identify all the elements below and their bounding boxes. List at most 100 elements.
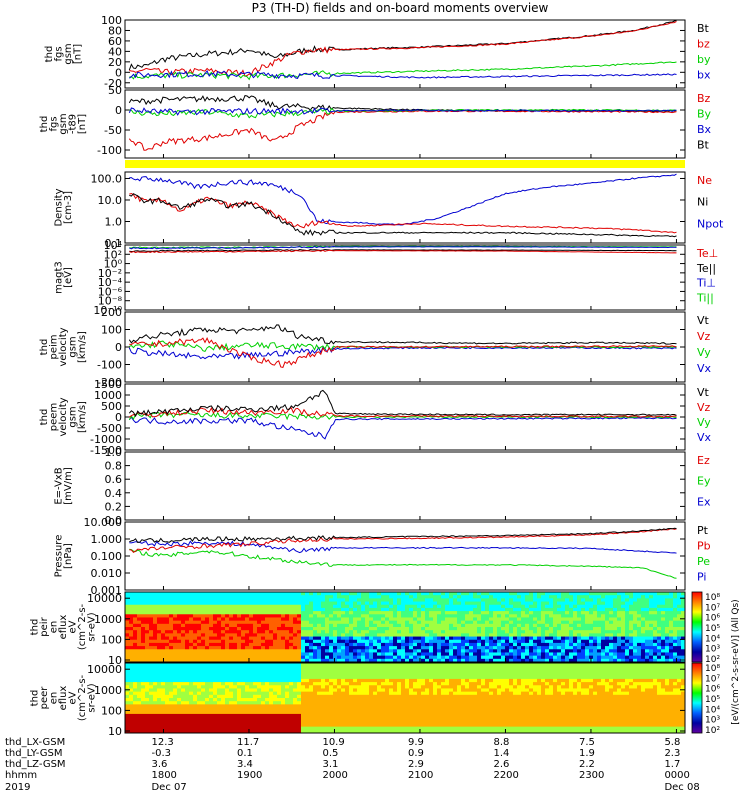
spectrogram-cell: [621, 642, 626, 647]
spectrogram-cell: [249, 601, 254, 606]
spectrogram-cell: [369, 601, 374, 606]
spectrogram-cell: [129, 627, 134, 631]
spectrogram-cell: [417, 649, 422, 653]
spectrogram-cell: [261, 598, 266, 603]
spectrogram-cell: [321, 691, 326, 696]
spectrogram-cell: [285, 663, 290, 667]
spectrogram-cell: [225, 630, 230, 634]
spectrogram-cell: [357, 729, 362, 733]
spectrogram-cell: [633, 652, 638, 657]
spectrogram-cell: [249, 655, 254, 660]
spectrogram-cell: [397, 655, 402, 660]
spectrogram-cell: [329, 652, 334, 657]
spectrogram-cell: [465, 655, 470, 660]
mode-bar: [125, 160, 685, 168]
spectrogram-cell: [469, 620, 474, 625]
spectrogram-cell: [197, 658, 202, 662]
ytick-label: 40: [108, 45, 122, 58]
spectrogram-cell: [293, 672, 298, 677]
spectrogram-cell: [477, 604, 482, 609]
spectrogram-cell: [353, 646, 358, 650]
panel-frame: [124, 244, 686, 311]
spectrogram-cell: [197, 592, 202, 596]
spectrogram-cell: [305, 726, 310, 731]
spectrogram-cell: [453, 646, 458, 650]
spectrogram-cell: [141, 646, 146, 650]
spectrogram-cell: [333, 669, 338, 674]
spectrogram-cell: [309, 707, 314, 712]
spectrogram-cell: [369, 720, 374, 724]
spectrogram-cell: [505, 658, 510, 662]
spectrogram-cell: [241, 623, 246, 628]
spectrogram-cell: [573, 642, 578, 647]
spectrogram-cell: [525, 655, 530, 660]
spectrogram-cell: [245, 678, 250, 683]
spectrogram-cell: [157, 658, 162, 662]
spectrogram-cell: [177, 685, 182, 689]
spectrogram-cell: [621, 598, 626, 603]
spectrogram-cell: [333, 655, 338, 660]
spectrogram-cell: [401, 630, 406, 634]
spectrogram-cell: [373, 691, 378, 696]
spectrogram-cell: [225, 627, 230, 631]
spectrogram-cell: [529, 595, 534, 599]
spectrogram-cell: [497, 601, 502, 606]
spectrogram-cell: [605, 649, 610, 653]
spectrogram-cell: [281, 691, 286, 696]
ytick-label: 1.0: [105, 446, 123, 459]
spectrogram-cell: [513, 611, 518, 615]
spectrogram-cell: [441, 604, 446, 609]
ylabel-line: [km/s]: [77, 331, 88, 363]
spectrogram-cell: [213, 601, 218, 606]
ytick-label: -1000: [90, 433, 122, 446]
spectrogram-cell: [585, 592, 590, 596]
spectrogram-cell: [513, 601, 518, 606]
ylabel-line: [cm-3]: [63, 191, 74, 224]
spectrogram-cell: [485, 617, 490, 622]
spectrogram-cell: [241, 682, 246, 686]
spectrogram-cell: [325, 642, 330, 647]
spectrogram-cell: [193, 598, 198, 603]
spectrogram-cell: [169, 601, 174, 606]
spectrogram-cell: [549, 592, 554, 596]
spectrogram-cell: [377, 646, 382, 650]
spectrogram-cell: [505, 652, 510, 657]
spectrogram-cell: [185, 723, 190, 728]
spectrogram-cell: [521, 595, 526, 599]
spectrogram-cell: [653, 649, 658, 653]
spectrogram-cell: [637, 598, 642, 603]
spectrogram-cell: [657, 607, 662, 612]
spectrogram-cell: [345, 604, 350, 609]
spectrogram-cell: [405, 595, 410, 599]
spectrogram-cell: [257, 658, 262, 662]
spectrogram-cell: [501, 595, 506, 599]
spectrogram-cell: [265, 639, 270, 644]
spectrogram-cell: [409, 707, 414, 712]
spectrogram-cell: [301, 678, 306, 683]
spectrogram-cell: [245, 694, 250, 699]
spectrogram-cell: [665, 630, 670, 634]
spectrogram-cell: [229, 655, 234, 660]
spectrogram-cell: [241, 614, 246, 618]
spectrogram-cell: [557, 636, 562, 641]
spectrogram-cell: [613, 658, 618, 662]
spectrogram-cell: [393, 717, 398, 721]
spectrogram-cell: [369, 595, 374, 599]
spectrogram-cell: [473, 627, 478, 631]
spectrogram-cell: [237, 642, 242, 647]
spectrogram-cell: [241, 649, 246, 653]
spectrogram-cell: [337, 713, 342, 718]
spectrogram-cell: [673, 652, 678, 657]
spectrogram-cell: [177, 630, 182, 634]
spectrogram-cell: [577, 642, 582, 647]
spectrogram-cell: [313, 707, 318, 712]
spectrogram-cell: [465, 636, 470, 641]
spectrogram-cell: [349, 639, 354, 644]
spectrogram-cell: [533, 649, 538, 653]
spectrogram-cell: [233, 601, 238, 606]
spectrogram-cell: [649, 646, 654, 650]
spectrogram-cell: [201, 620, 206, 625]
spectrogram-cell: [373, 595, 378, 599]
spectrogram-cell: [601, 649, 606, 653]
spectrogram-cell: [397, 704, 402, 709]
